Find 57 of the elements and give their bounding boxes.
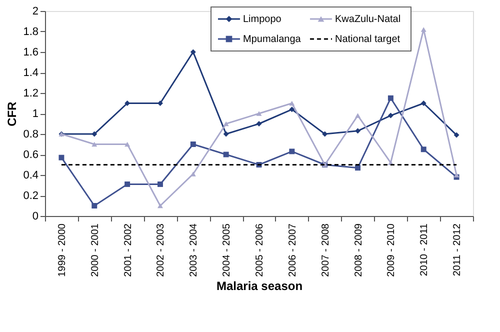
y-axis-title: CFR	[5, 101, 20, 126]
point	[58, 154, 64, 160]
point	[124, 142, 130, 147]
point	[92, 142, 98, 147]
x-tick-label: 2007 - 2008	[320, 223, 332, 277]
x-tick-label: 2010 - 2011	[419, 223, 430, 276]
x-tick-label: 2005 - 2006	[254, 223, 266, 277]
x-tick-label: 2008 - 2009	[353, 223, 364, 277]
point	[388, 112, 394, 118]
x-tick-label: 2003 - 2004	[188, 223, 200, 277]
point	[124, 181, 130, 187]
y-tick-label: 0.8	[23, 128, 38, 140]
point	[289, 100, 295, 106]
point	[420, 100, 426, 106]
point	[355, 113, 361, 118]
point	[355, 165, 361, 171]
point	[289, 148, 295, 154]
legend-label: National target	[335, 34, 400, 45]
point	[157, 203, 163, 208]
y-tick-label: 1.6	[23, 46, 38, 58]
y-tick-label: 1.8	[23, 26, 38, 38]
x-tick-label: 2006 - 2007	[287, 223, 298, 277]
point	[157, 181, 163, 187]
point	[454, 172, 460, 178]
x-tick-label: 2002 - 2003	[156, 223, 167, 277]
point	[223, 131, 229, 137]
x-tick-label: 1999 - 2000	[56, 223, 68, 277]
point	[388, 95, 394, 101]
y-tick-label: 1.4	[23, 67, 38, 79]
x-tick-label: 2009 - 2010	[386, 223, 398, 277]
point	[420, 27, 426, 32]
y-tick-label: 1	[32, 108, 38, 120]
legend-label: Limpopo	[243, 14, 282, 25]
point	[355, 128, 361, 134]
y-tick-label: 1.2	[23, 88, 38, 100]
point	[92, 131, 98, 137]
point	[289, 106, 295, 112]
x-tick-label: 2011 - 2012	[452, 223, 464, 276]
x-tick-label: 2004 - 2005	[222, 223, 233, 277]
point	[190, 49, 196, 55]
legend-label: KwaZulu-Natal	[335, 14, 401, 25]
x-axis-title: Malaria season	[216, 278, 303, 293]
y-tick-label: 2	[32, 6, 38, 18]
x-tick-label: 2001 - 2002	[122, 223, 134, 277]
point	[256, 111, 262, 116]
x-tick-label: 2000 - 2001	[90, 223, 101, 277]
point	[223, 152, 229, 158]
point	[92, 203, 98, 208]
point	[223, 121, 229, 126]
y-tick-label: 0.4	[23, 170, 38, 182]
point	[420, 146, 426, 152]
y-tick-label: 0	[32, 210, 38, 222]
legend-label: Mpumalanga	[243, 34, 302, 45]
point	[190, 142, 196, 147]
y-tick-label: 0.6	[23, 149, 38, 161]
y-tick-label: 0.2	[23, 190, 38, 202]
point	[454, 132, 460, 138]
